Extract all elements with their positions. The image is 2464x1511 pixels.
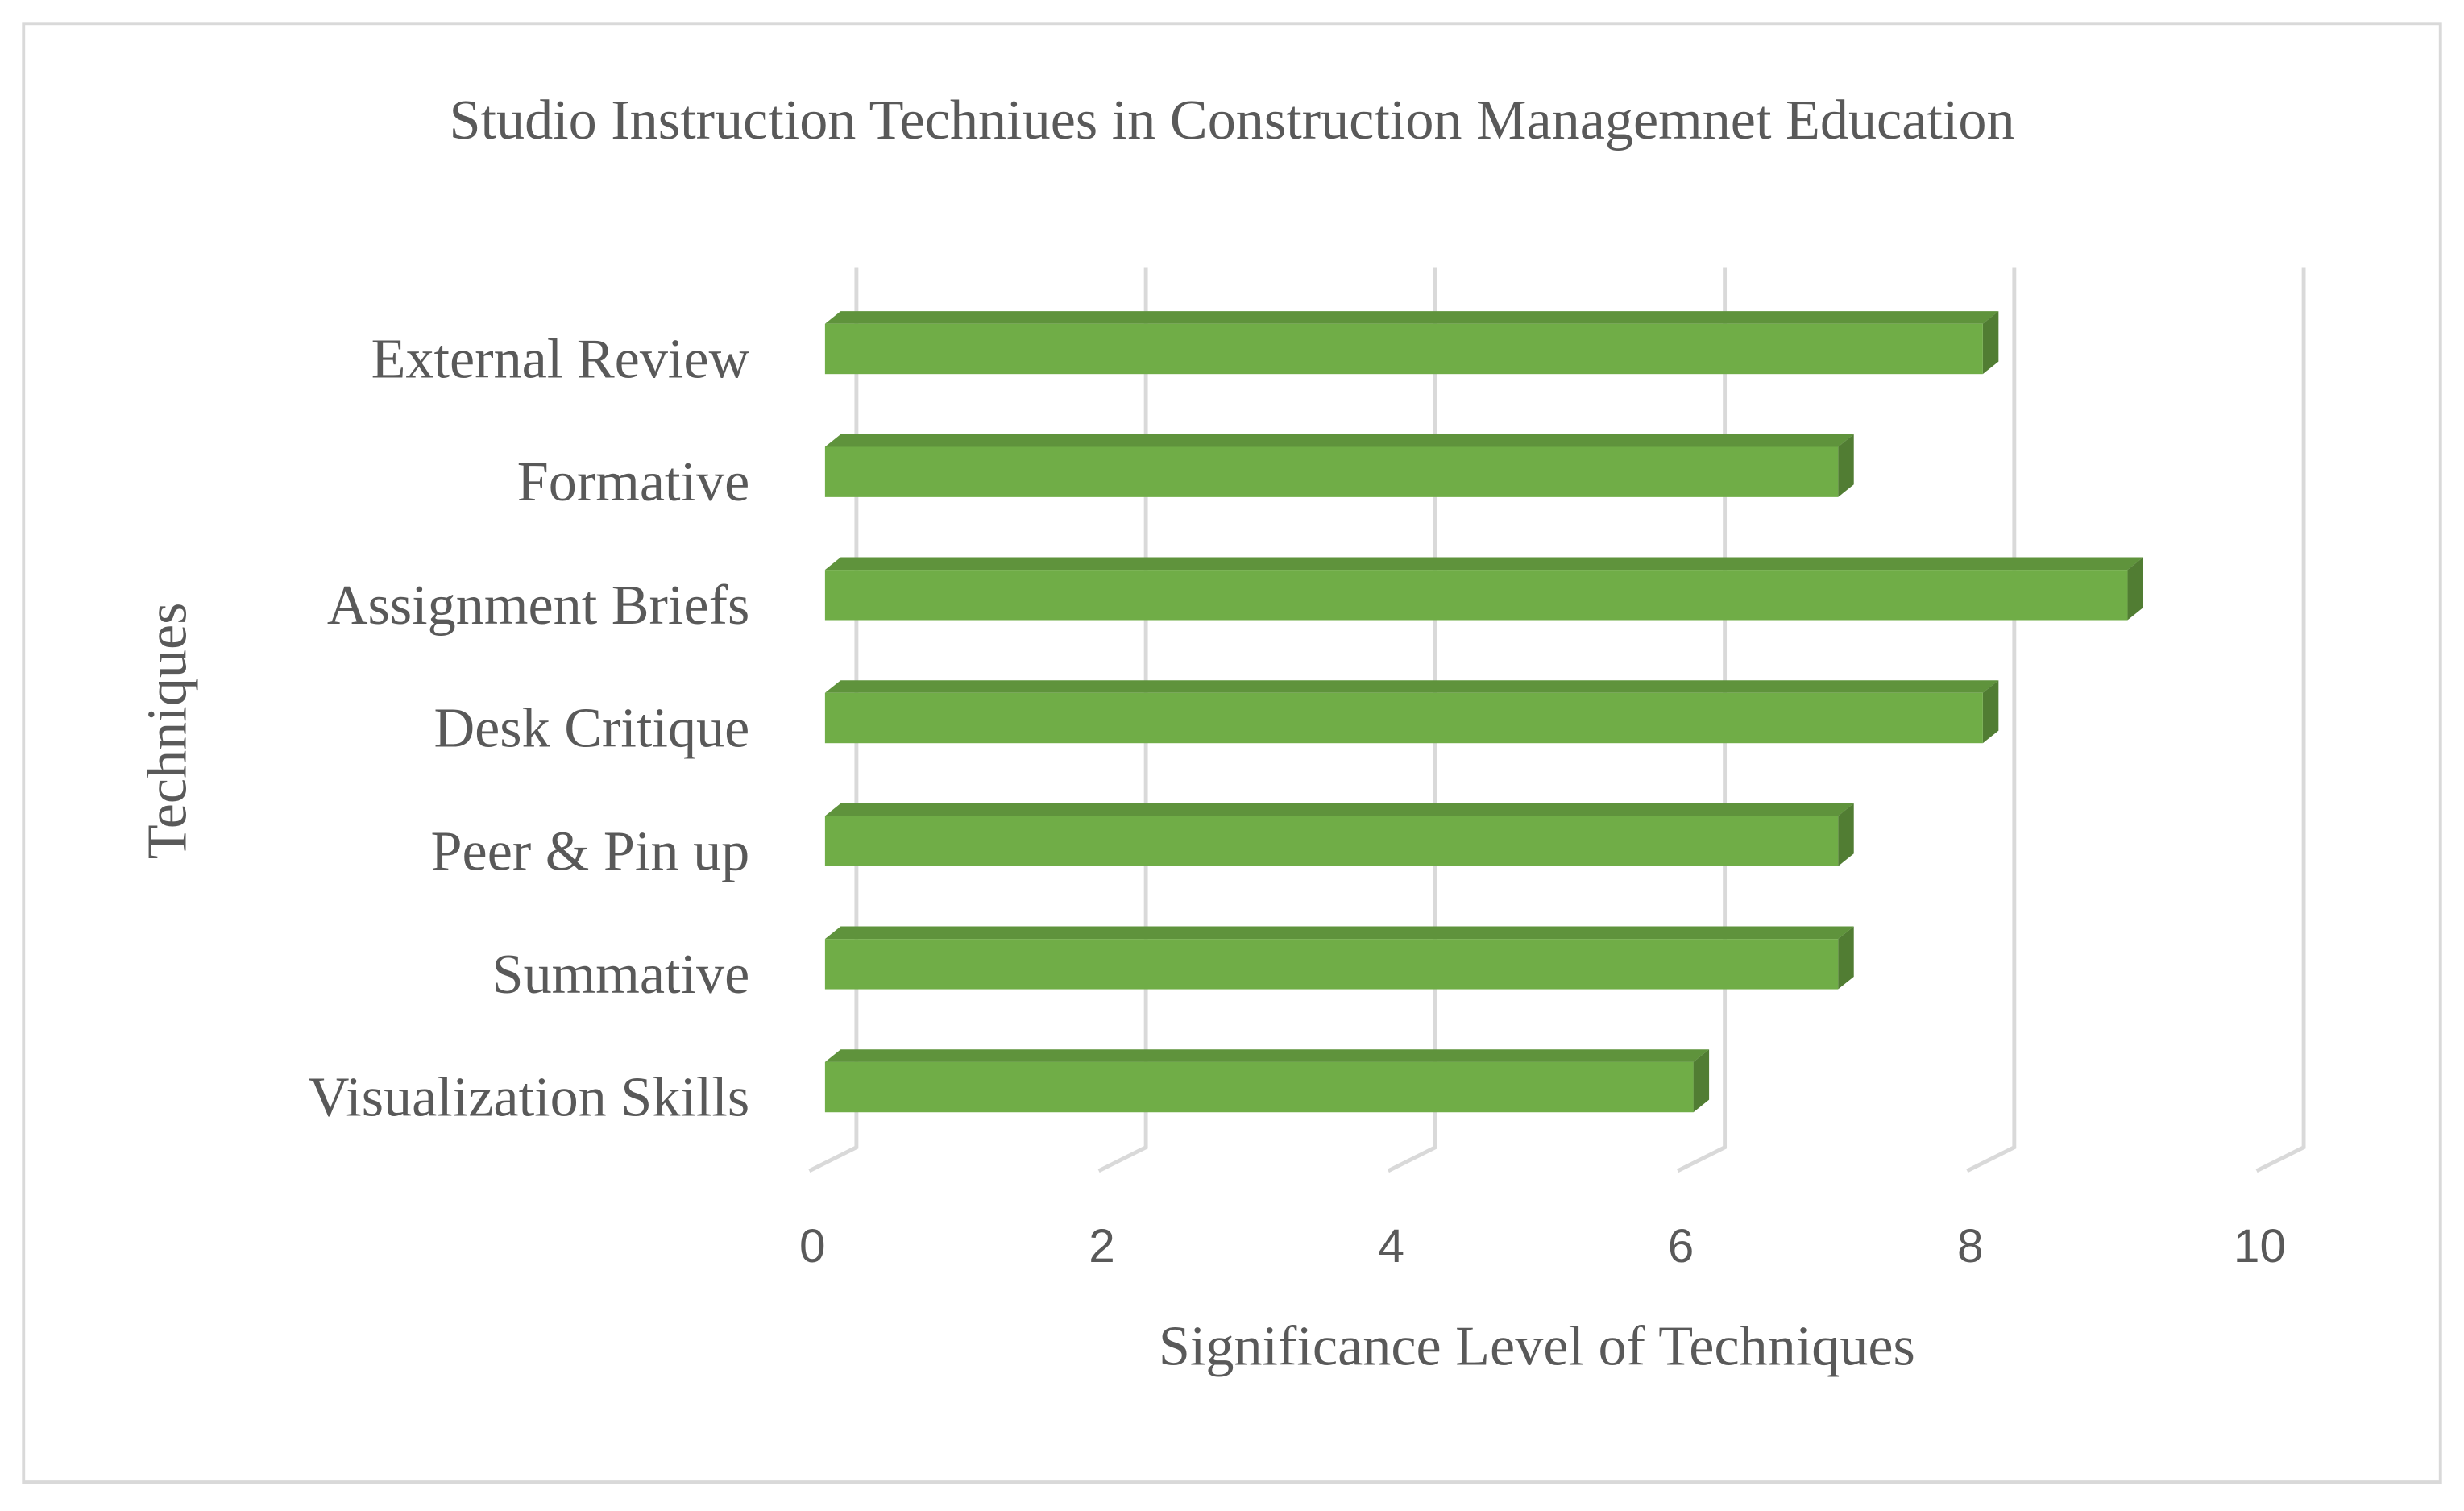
bar-face bbox=[824, 311, 1999, 324]
bar-face bbox=[1982, 680, 1999, 744]
bar-face bbox=[824, 816, 1839, 866]
bar-face bbox=[824, 939, 1839, 990]
bar-face bbox=[824, 570, 2128, 621]
bar bbox=[824, 557, 2143, 621]
bar-face bbox=[1982, 311, 1999, 375]
bar-face bbox=[824, 680, 1999, 693]
bar-face bbox=[824, 557, 2143, 571]
y-tick-label: Summative bbox=[492, 943, 750, 1006]
y-tick-label: Visualization Skills bbox=[309, 1066, 750, 1129]
x-tick-label: 4 bbox=[1378, 1220, 1404, 1272]
chart-title: Studio Instruction Techniues in Construc… bbox=[449, 89, 2014, 152]
y-tick-label: Desk Critique bbox=[433, 697, 749, 760]
bar-face bbox=[824, 446, 1839, 497]
bar-face bbox=[824, 434, 1854, 447]
bar-face bbox=[824, 1049, 1710, 1062]
x-tick-label: 2 bbox=[1089, 1220, 1115, 1272]
bar bbox=[824, 680, 1999, 744]
bar-face bbox=[1693, 1049, 1710, 1113]
bar-face bbox=[1838, 926, 1854, 990]
bar bbox=[824, 311, 1999, 375]
bar-face bbox=[824, 692, 1983, 744]
bar bbox=[824, 926, 1854, 990]
bar-face bbox=[824, 803, 1854, 816]
y-axis-title: Techniques bbox=[136, 603, 199, 860]
x-tick-label: 8 bbox=[1957, 1220, 1984, 1272]
bar-face bbox=[824, 323, 1983, 375]
bar bbox=[824, 803, 1854, 866]
grid-line bbox=[2255, 267, 2306, 1173]
x-axis-title: Significance Level of Techniques bbox=[1159, 1314, 1915, 1377]
x-tick-label: 0 bbox=[799, 1220, 826, 1272]
chart-border bbox=[22, 22, 2442, 1484]
bar bbox=[824, 434, 1854, 497]
y-tick-label: Formative bbox=[517, 450, 749, 513]
bar-face bbox=[1838, 803, 1854, 866]
bar-face bbox=[824, 926, 1854, 940]
x-tick-label: 10 bbox=[2234, 1220, 2286, 1272]
y-tick-label: External Review bbox=[371, 328, 750, 391]
y-tick-label: Assignment Briefs bbox=[327, 574, 749, 637]
bar bbox=[824, 1049, 1710, 1113]
bar-face bbox=[1838, 434, 1854, 497]
x-tick-label: 6 bbox=[1668, 1220, 1695, 1272]
bar-face bbox=[2127, 557, 2143, 621]
y-tick-label: Peer & Pin up bbox=[431, 820, 750, 882]
bar-face bbox=[824, 1061, 1694, 1113]
